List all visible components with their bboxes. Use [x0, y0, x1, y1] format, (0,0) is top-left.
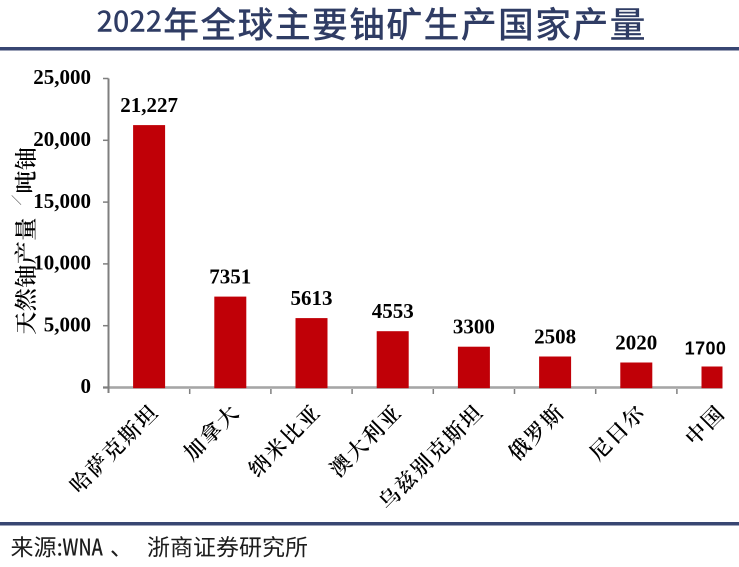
- svg-text:4553: 4553: [372, 299, 414, 323]
- svg-text:3300: 3300: [453, 315, 495, 339]
- svg-text:0: 0: [81, 374, 92, 398]
- svg-text:5613: 5613: [291, 286, 333, 310]
- svg-text:5,000: 5,000: [44, 312, 91, 336]
- svg-text:7351: 7351: [209, 265, 251, 289]
- svg-text:2020: 2020: [615, 330, 657, 354]
- svg-text:20,000: 20,000: [33, 127, 91, 151]
- svg-text:15,000: 15,000: [33, 189, 91, 213]
- svg-text:1700: 1700: [685, 338, 727, 358]
- svg-text:10,000: 10,000: [33, 251, 91, 275]
- svg-text:2508: 2508: [534, 324, 576, 348]
- svg-text:21,227: 21,227: [120, 93, 178, 117]
- svg-text:25,000: 25,000: [33, 65, 91, 89]
